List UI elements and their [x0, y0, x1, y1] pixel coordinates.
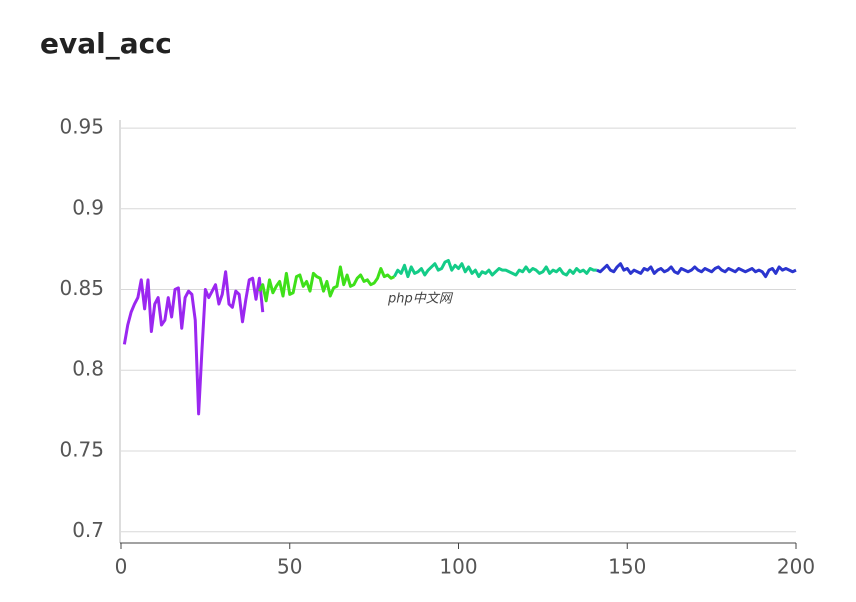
x-tick-label: 50 — [277, 555, 302, 579]
line-series — [122, 270, 265, 416]
x-tick-label: 0 — [115, 555, 128, 579]
y-tick-label: 0.9 — [72, 195, 104, 219]
line-series — [393, 258, 597, 279]
line-series — [596, 262, 797, 279]
watermark: php中文网 — [387, 291, 454, 307]
y-tick-label: 0.95 — [59, 115, 104, 139]
x-tick-label: 150 — [608, 555, 646, 579]
x-tick-label: 200 — [777, 555, 815, 579]
x-tick-label: 100 — [439, 555, 477, 579]
chart-title: eval_acc — [40, 27, 172, 60]
y-tick-label: 0.7 — [72, 518, 104, 542]
y-tick-label: 0.8 — [72, 357, 104, 381]
line-series — [258, 265, 396, 303]
y-tick-label: 0.75 — [59, 437, 104, 461]
y-tick-label: 0.85 — [59, 276, 104, 300]
